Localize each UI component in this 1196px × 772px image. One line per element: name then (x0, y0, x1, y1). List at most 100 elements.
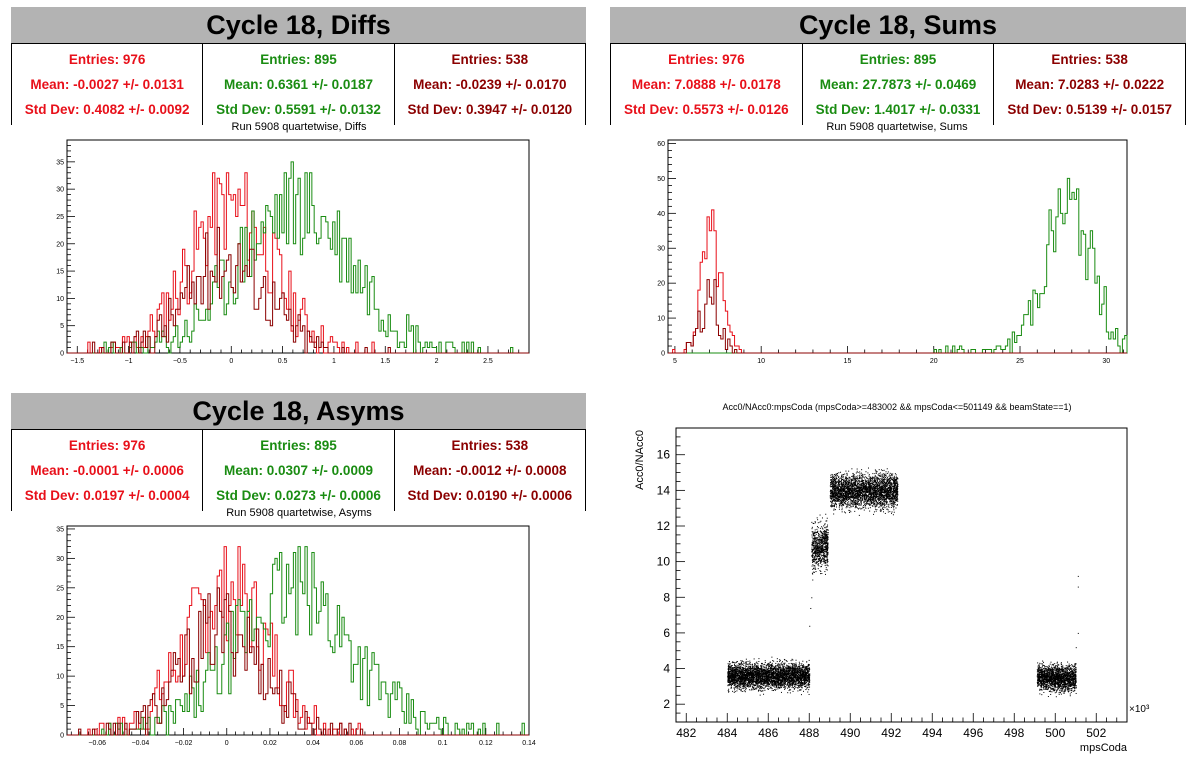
scatter-point (781, 682, 783, 684)
scatter-point (804, 683, 806, 685)
scatter-point (793, 681, 795, 683)
scatter-point (778, 677, 780, 679)
scatter-point (740, 674, 742, 676)
scatter-point (793, 672, 795, 674)
scatter-point (824, 561, 826, 563)
scatter-point (802, 670, 804, 672)
scatter-point (746, 681, 748, 683)
scatter-point (805, 686, 807, 688)
scatter-point (785, 672, 787, 674)
scatter-point (732, 670, 734, 672)
scatter-point (824, 535, 826, 537)
scatter-point (819, 551, 821, 553)
scatter-point (815, 552, 817, 554)
scatter-point (738, 683, 740, 685)
scatter-point (819, 544, 821, 546)
scatter-point (792, 673, 794, 675)
sums-panel: Cycle 18, Sums Entries: 976 Mean: 7.0888… (598, 0, 1196, 386)
scatter-point (749, 677, 751, 679)
scatter-point (753, 667, 755, 669)
scatter-point (825, 547, 827, 549)
scatter-point (772, 685, 774, 687)
scatter-point (814, 539, 816, 541)
scatter-point (799, 673, 801, 675)
scatter-point (789, 671, 791, 673)
scatter-point (791, 671, 793, 673)
scatter-point (753, 687, 755, 689)
scatter-point (793, 679, 795, 681)
scatter-point (826, 537, 828, 539)
scatter-point (732, 669, 734, 671)
scatter-point (730, 677, 732, 679)
scatter-point (761, 681, 763, 683)
scatter-point (822, 528, 824, 530)
scatter-point (830, 505, 832, 507)
scatter-point (804, 674, 806, 676)
scatter-point (756, 679, 758, 681)
scatter-point (890, 481, 892, 483)
scatter-point (821, 537, 823, 539)
scatter-point (803, 678, 805, 680)
scatter-point (801, 663, 803, 665)
diffs-stats-darkred: Entries: 538 Mean: -0.0239 +/- 0.0170 St… (394, 43, 585, 125)
scatter-point (750, 667, 752, 669)
scatter-point (834, 509, 836, 511)
scatter-point (751, 678, 753, 680)
scatter-point (800, 668, 802, 670)
scatter-point (782, 667, 784, 669)
scatter-point (888, 489, 890, 491)
scatter-point (823, 542, 825, 544)
scatter-point (787, 670, 789, 672)
scatter-point (742, 682, 744, 684)
scatter-point (786, 675, 788, 677)
scatter-point (731, 672, 733, 674)
scatter-point (752, 668, 754, 670)
scatter-point (820, 560, 822, 562)
scatter-point (739, 685, 741, 687)
scatter-point (741, 678, 743, 680)
scatter-point (815, 551, 817, 553)
y-tick-label: 10 (657, 316, 665, 323)
scatter-point (743, 685, 745, 687)
scatter-point (765, 675, 767, 677)
scatter-point (802, 675, 804, 677)
scatter-point (771, 668, 773, 670)
scatter-point (768, 678, 770, 680)
scatter-point (779, 680, 781, 682)
scatter-point (778, 663, 780, 665)
scatter-point (814, 532, 816, 534)
scatter-point (815, 532, 817, 534)
scatter-point (825, 556, 827, 558)
scatter-point (858, 501, 860, 503)
scatter-point (728, 664, 730, 666)
scatter-point (817, 540, 819, 542)
scatter-point (819, 557, 821, 559)
scatter-point (824, 550, 826, 552)
scatter-point (757, 667, 759, 669)
scatter-point (825, 529, 827, 531)
scatter-point (777, 681, 779, 683)
scatter-point (789, 677, 791, 679)
scatter-point (816, 558, 818, 560)
scatter-point (737, 688, 739, 690)
scatter-point (740, 682, 742, 684)
scatter-point (747, 675, 749, 677)
scatter-point (741, 680, 743, 682)
scatter-point (748, 683, 750, 685)
scatter-point (815, 556, 817, 558)
scatter-point (770, 671, 772, 673)
scatter-point (752, 667, 754, 669)
scatter-point (760, 667, 762, 669)
scatter-point (743, 664, 745, 666)
scatter-point (800, 671, 802, 673)
scatter-point (749, 680, 751, 682)
scatter-point (782, 675, 784, 677)
scatter-point (793, 673, 795, 675)
scatter-point (812, 534, 814, 536)
scatter-point (792, 687, 794, 689)
scatter-point (786, 665, 788, 667)
scatter-point (771, 688, 773, 690)
scatter-point (780, 685, 782, 687)
scatter-point (811, 554, 813, 556)
scatter-point (823, 541, 825, 543)
